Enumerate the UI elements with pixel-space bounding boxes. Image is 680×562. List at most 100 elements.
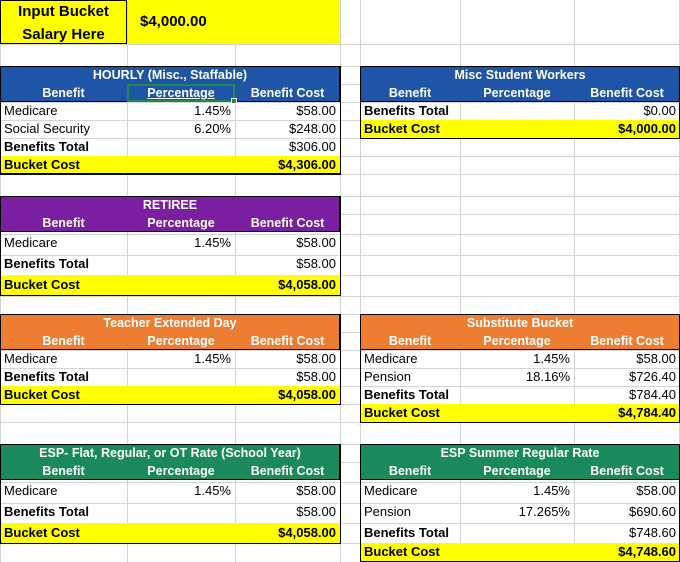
esp-total-label: Benefits Total [4,504,89,519]
esp-title: ESP- Flat, Regular, or OT Rate (School Y… [39,446,301,460]
teacher-col-benefit: Benefit [42,334,85,348]
hourly-bucket-value: $4,306.00 [278,157,336,172]
esp-row-cost: $58.00 [296,483,336,498]
teacher-bucket-label: Bucket Cost [4,387,80,402]
substitute-row-cost: $58.00 [636,351,676,366]
esp-bucket-row [0,523,340,543]
retiree-col-percentage: Percentage [147,216,215,230]
retiree-row-pct: 1.45% [194,235,231,250]
esp-summer-row-pct: 1.45% [533,483,570,498]
hourly-row-cost: $248.00 [289,121,336,136]
gridline-col-f [460,0,461,562]
esp-summer-bucket-row [360,543,680,562]
substitute-bucket-label: Bucket Cost [364,405,440,420]
esp-row-benefit: Medicare [4,483,58,498]
esp-row-pct: 1.45% [194,483,231,498]
misc-total-label: Benefits Total [364,103,449,118]
teacher-row-benefit: Medicare [4,351,58,366]
esp-summer-row-benefit: Pension [364,504,411,519]
esp-total-value: $58.00 [296,504,336,519]
hourly-title: HOURLY (Misc., Staffable) [92,68,248,82]
selection-fill-handle[interactable] [231,98,237,104]
teacher-col-percentage: Percentage [147,334,215,348]
esp-bucket-label: Bucket Cost [4,525,80,540]
substitute-row-benefit: Medicare [364,351,418,366]
substitute-title: Substitute Bucket [466,316,574,330]
retiree-title: RETIREE [142,198,198,212]
esp-summer-col-percentage: Percentage [483,464,551,478]
misc-bucket-row [360,120,680,138]
teacher-title: Teacher Extended Day [103,316,237,330]
retiree-bucket-label: Bucket Cost [4,277,80,292]
substitute-table-border [360,314,680,423]
retiree-col-cost: Benefit Cost [250,216,325,230]
substitute-row-benefit: Pension [364,369,411,384]
hourly-row-cost: $58.00 [296,103,336,118]
esp-summer-row-cost: $58.00 [636,483,676,498]
misc-table-border [360,66,680,139]
esp-table-border [0,444,341,544]
substitute-bucket-row [360,404,680,422]
retiree-row-cost: $58.00 [296,235,336,250]
substitute-bucket-value: $4,784.40 [618,405,676,420]
misc-title: Misc Student Workers [454,68,586,82]
esp-summer-title: ESP Summer Regular Rate [440,446,600,460]
hourly-row-pct: 6.20% [194,121,231,136]
retiree-total-value: $58.00 [296,256,336,271]
esp-header [0,444,340,480]
misc-total-value: $0.00 [643,103,676,118]
misc-col-percentage: Percentage [483,86,551,100]
misc-col-cost: Benefit Cost [590,86,664,100]
esp-summer-bucket-value: $4,748.60 [618,544,676,559]
hourly-col-cost: Benefit Cost [250,86,325,100]
input-label-cell[interactable] [0,0,127,44]
esp-summer-row-cost: $690.60 [629,504,676,519]
substitute-col-benefit: Benefit [388,334,432,348]
substitute-total-label: Benefits Total [364,387,449,402]
esp-summer-row-benefit: Medicare [364,483,418,498]
substitute-row-pct: 1.45% [533,351,570,366]
teacher-col-cost: Benefit Cost [250,334,325,348]
esp-bucket-value: $4,058.00 [278,525,336,540]
retiree-col-benefit: Benefit [42,216,85,230]
esp-summer-table-border [360,444,680,562]
hourly-col-percentage[interactable]: Percentage [127,84,235,102]
teacher-row-cost: $58.00 [296,351,336,366]
hourly-row-benefit: Social Security [4,121,90,136]
input-label-line1: Input Bucket [18,3,109,20]
retiree-bucket-value: $4,058.00 [278,277,336,292]
misc-header [360,66,680,102]
esp-col-benefit: Benefit [42,464,85,478]
substitute-total-value: $784.40 [629,387,676,402]
teacher-total-value: $58.00 [296,369,336,384]
esp-summer-bucket-label: Bucket Cost [364,544,440,559]
retiree-row-benefit: Medicare [4,235,58,250]
salary-input-value[interactable]: $4,000.00 [140,13,207,30]
teacher-bucket-value: $4,058.00 [278,387,336,402]
gridline-row [0,296,680,297]
gridline-row [0,44,680,45]
hourly-bucket-label: Bucket Cost [4,157,80,172]
esp-summer-col-benefit: Benefit [388,464,432,478]
retiree-table-border [0,196,341,296]
hourly-total-value: $306.00 [289,139,336,154]
gridline-col-g [574,0,575,562]
substitute-col-percentage: Percentage [483,334,551,348]
teacher-row-pct: 1.45% [194,351,231,366]
misc-bucket-value: $4,000.00 [618,121,676,136]
esp-summer-row-pct: 17.265% [518,504,570,519]
esp-summer-col-cost: Benefit Cost [590,464,664,478]
hourly-table-border [0,66,341,175]
input-label-line2: Salary Here [22,26,105,43]
substitute-row-pct: 18.16% [525,369,570,384]
misc-bucket-label: Bucket Cost [364,121,440,136]
salary-input-cell[interactable] [128,0,340,44]
gridline-row [0,422,680,423]
retiree-bucket-row [0,275,340,295]
hourly-row-benefit: Medicare [4,103,58,118]
hourly-total-label: Benefits Total [4,139,89,154]
teacher-table-border [0,314,341,405]
esp-summer-total-label: Benefits Total [364,525,449,540]
retiree-total-label: Benefits Total [4,256,89,271]
gridline-col-e [360,0,361,562]
